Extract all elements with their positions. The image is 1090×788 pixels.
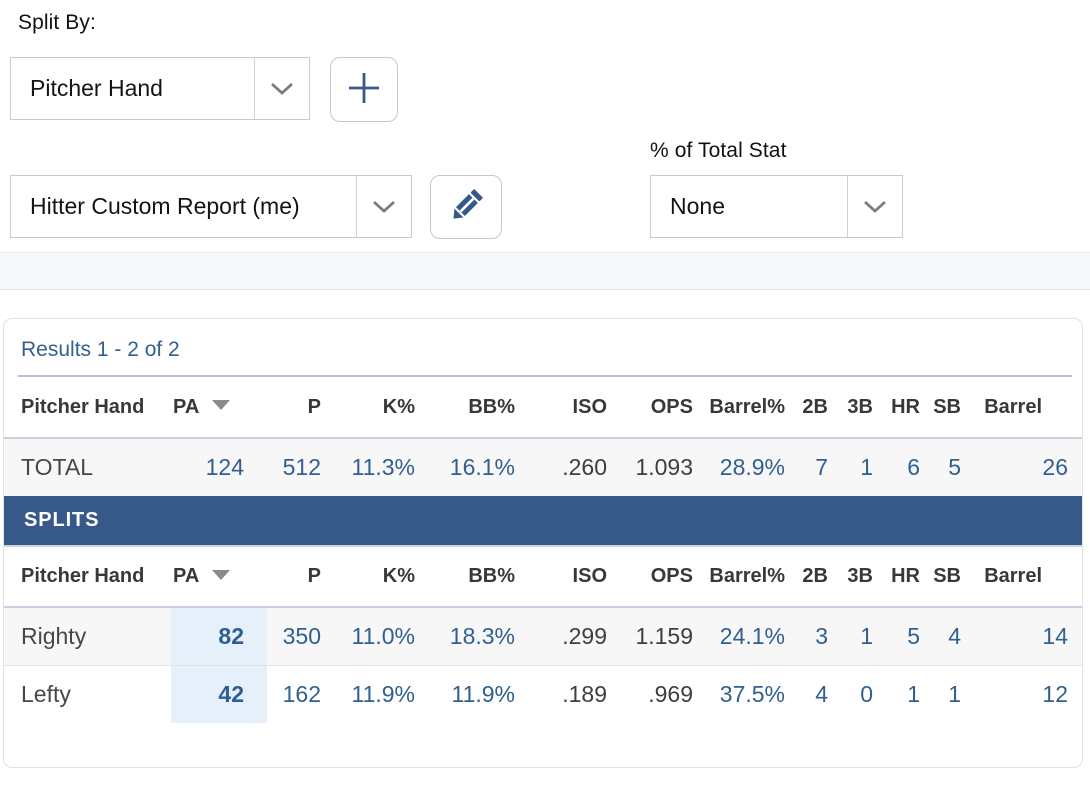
chevron-down-icon	[254, 58, 309, 119]
split-row-righty: Righty 82 350 11.0% 18.3% .299 1.159 24.…	[4, 607, 1082, 666]
row-label: Lefty	[4, 665, 171, 723]
column-header-3b[interactable]: 3B	[836, 377, 881, 439]
column-header-hr[interactable]: HR	[881, 546, 928, 608]
add-split-button[interactable]	[330, 57, 398, 122]
cell-pa-sorted: 82	[171, 607, 267, 666]
pct-of-total-selected-value: None	[670, 193, 725, 219]
cell-3b: 1	[836, 438, 881, 496]
cell-iso: .299	[523, 607, 615, 666]
cell-iso: .260	[523, 438, 615, 496]
column-header-pitcher-hand[interactable]: Pitcher Hand	[4, 377, 171, 439]
column-header-2b[interactable]: 2B	[793, 377, 836, 439]
cell-sb: 1	[928, 665, 969, 723]
column-header-ops[interactable]: OPS	[615, 546, 701, 608]
total-row: TOTAL 124 512 11.3% 16.1% .260 1.093 28.…	[4, 438, 1082, 496]
cell-p: 162	[267, 665, 329, 723]
chevron-down-icon	[356, 176, 411, 237]
cell-kpct: 11.0%	[329, 607, 423, 666]
triangle-down-icon	[212, 400, 231, 411]
column-header-2b[interactable]: 2B	[793, 546, 836, 608]
row-label: Righty	[4, 607, 171, 666]
column-header-iso[interactable]: ISO	[523, 546, 615, 608]
column-header-kpct[interactable]: K%	[329, 546, 423, 608]
column-header-kpct[interactable]: K%	[329, 377, 423, 439]
column-header-ops[interactable]: OPS	[615, 377, 701, 439]
cell-pa-sorted: 42	[171, 665, 267, 723]
cell-barrelpct: 24.1%	[701, 607, 793, 666]
cell-3b: 1	[836, 607, 881, 666]
pct-of-total-select[interactable]: None	[650, 175, 903, 238]
column-header-barrel[interactable]: Barrel	[969, 546, 1082, 608]
stats-table: Pitcher Hand PA P K% BB% ISO OPS Barrel%…	[4, 377, 1082, 723]
cell-ops: 1.159	[615, 607, 701, 666]
cell-sb: 5	[928, 438, 969, 496]
column-header-3b[interactable]: 3B	[836, 546, 881, 608]
cell-p: 350	[267, 607, 329, 666]
cell-barrel: 12	[969, 665, 1082, 723]
cell-2b: 4	[793, 665, 836, 723]
splits-section-label: SPLITS	[4, 496, 1082, 547]
cell-pa: 124	[171, 438, 267, 496]
cell-2b: 3	[793, 607, 836, 666]
split-by-label: Split By:	[18, 11, 96, 34]
table-header-row: Pitcher Hand PA P K% BB% ISO OPS Barrel%…	[4, 377, 1082, 439]
cell-kpct: 11.9%	[329, 665, 423, 723]
report-select[interactable]: Hitter Custom Report (me)	[10, 175, 412, 238]
column-header-pitcher-hand[interactable]: Pitcher Hand	[4, 546, 171, 608]
cell-p: 512	[267, 438, 329, 496]
cell-2b: 7	[793, 438, 836, 496]
cell-3b: 0	[836, 665, 881, 723]
cell-iso: .189	[523, 665, 615, 723]
cell-barrelpct: 28.9%	[701, 438, 793, 496]
column-header-sb[interactable]: SB	[928, 377, 969, 439]
chevron-down-icon	[847, 176, 902, 237]
report-selected-value: Hitter Custom Report (me)	[30, 193, 300, 219]
cell-hr: 6	[881, 438, 928, 496]
results-card: Results 1 - 2 of 2 Pitcher Hand PA P K% …	[3, 318, 1083, 768]
row-label: TOTAL	[4, 438, 171, 496]
column-header-pa-sorted[interactable]: PA	[171, 546, 267, 608]
column-header-bbpct[interactable]: BB%	[423, 377, 523, 439]
toolbar-divider-band	[0, 252, 1090, 290]
cell-hr: 5	[881, 607, 928, 666]
triangle-down-icon	[212, 569, 231, 580]
pct-of-total-label: % of Total Stat	[650, 139, 787, 162]
column-header-p[interactable]: P	[267, 377, 329, 439]
split-by-select[interactable]: Pitcher Hand	[10, 57, 310, 120]
pencil-icon	[445, 185, 487, 230]
cell-barrel: 26	[969, 438, 1082, 496]
cell-barrelpct: 37.5%	[701, 665, 793, 723]
results-divider	[18, 375, 1072, 377]
cell-sb: 4	[928, 607, 969, 666]
cell-barrel: 14	[969, 607, 1082, 666]
split-by-selected-value: Pitcher Hand	[30, 75, 163, 101]
cell-hr: 1	[881, 665, 928, 723]
column-header-sb[interactable]: SB	[928, 546, 969, 608]
split-row-lefty: Lefty 42 162 11.9% 11.9% .189 .969 37.5%…	[4, 665, 1082, 723]
cell-ops: 1.093	[615, 438, 701, 496]
cell-kpct: 11.3%	[329, 438, 423, 496]
cell-bbpct: 11.9%	[423, 665, 523, 723]
splits-section-header: SPLITS	[4, 496, 1082, 547]
column-header-bbpct[interactable]: BB%	[423, 546, 523, 608]
plus-icon	[345, 69, 383, 110]
column-header-barrelpct[interactable]: Barrel%	[701, 377, 793, 439]
edit-report-button[interactable]	[430, 175, 502, 239]
results-summary: Results 1 - 2 of 2	[21, 338, 180, 361]
table-header-row: Pitcher Hand PA P K% BB% ISO OPS Barrel%…	[4, 546, 1082, 608]
column-header-barrel[interactable]: Barrel	[969, 377, 1082, 439]
cell-ops: .969	[615, 665, 701, 723]
cell-bbpct: 18.3%	[423, 607, 523, 666]
column-header-barrelpct[interactable]: Barrel%	[701, 546, 793, 608]
column-header-hr[interactable]: HR	[881, 377, 928, 439]
column-header-iso[interactable]: ISO	[523, 377, 615, 439]
column-header-p[interactable]: P	[267, 546, 329, 608]
column-header-pa-sorted[interactable]: PA	[171, 377, 267, 439]
cell-bbpct: 16.1%	[423, 438, 523, 496]
